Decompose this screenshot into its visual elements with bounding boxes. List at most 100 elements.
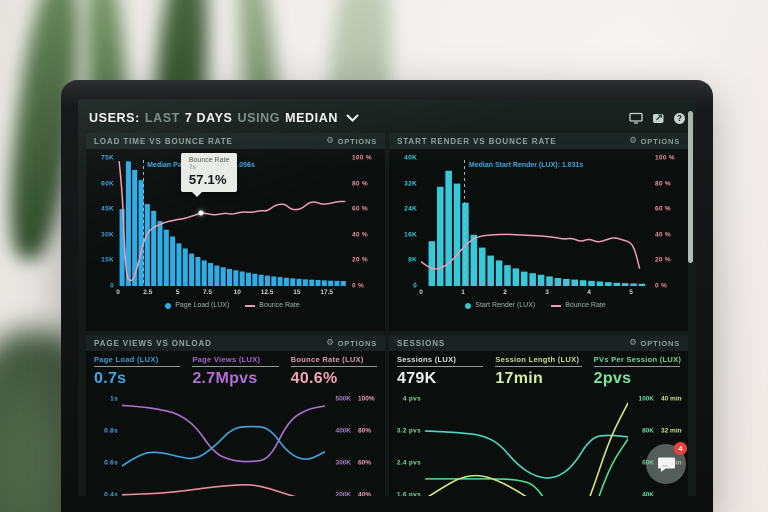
axis-tick: 500K 100% [335,395,375,403]
legend-dot-icon [165,302,172,309]
median-line [464,160,466,286]
metric-label: Session Length (LUX) [495,355,580,364]
y-axis-right: 500K 100% 400K 80% 300K 60% 200K 40% [325,393,381,497]
legend-dash-icon [245,304,256,307]
metric-underline [397,366,484,367]
combo-chart: 40K 32K 24K 16K 8K 0 Median Start Render (LUX… [389,149,688,331]
axis-tick: 40 % [655,231,672,239]
axis-tick: 12.5 [260,289,274,296]
axis-tick: 2.4 pvs [396,459,421,467]
median-annotation: Median Start Render (LUX): 1.031s [468,162,584,169]
metric-bounce-rate: Bounce Rate (LUX) 40.6% [290,355,377,391]
using-word: USING [237,111,281,125]
header-toolbar: ? [629,112,685,124]
panel-sessions: SESSIONS ⚙ OPTIONS Sessions (LUX) 479K [389,335,688,496]
metric-underline [94,366,181,367]
chat-bubble-icon [658,457,675,472]
axis-tick: 7.5 [202,289,212,296]
axis-tick: 0 [413,282,417,290]
lines-chart: 1s 0.8s 0.6s 0.4s 500K 100% 400K 80% 300K 60% 200… [86,391,385,496]
options-button[interactable]: ⚙ OPTIONS [326,339,377,348]
panel-header: PAGE VIEWS VS ONLOAD ⚙ OPTIONS [86,335,385,351]
scrollbar-thumb[interactable] [688,111,693,263]
legend-dash-icon [551,304,562,307]
legend-item-line[interactable]: Bounce Rate [245,302,300,309]
axis-tick: 40K [404,154,417,162]
axis-tick: 30K [101,231,114,239]
axis-tick: 0.6s [104,459,118,467]
help-icon[interactable]: ? [674,112,685,124]
axis-tick: 40K [642,491,654,496]
panel-page-views: PAGE VIEWS VS ONLOAD ⚙ OPTIONS Page Load… [86,335,385,496]
axis-tick: 0.4s [104,491,118,496]
chat-widget-button[interactable]: 4 [646,442,687,484]
metric-value: 2pvs [593,370,632,387]
y-axis-left: 4 pvs 3.2 pvs 2.4 pvs 1.6 pvs [395,393,425,497]
x-axis: 0 2.5 5 7.5 10 12.5 15 17.5 [116,286,347,298]
options-label: OPTIONS [640,136,680,146]
metric-underline [192,366,279,367]
options-button[interactable]: ⚙ OPTIONS [629,137,680,146]
data-point-marker [198,210,204,216]
metric-value: 40.6% [290,370,338,387]
range-word: LAST [144,111,180,125]
y-axis-left: 75K 60K 45K 30K 15K 0 [92,154,118,290]
metric-value: 479K [397,370,437,387]
axis-tick: 400K 80% [335,427,372,435]
panel-title: START RENDER VS BOUNCE RATE [397,136,557,146]
axis-tick: 40 % [352,231,369,239]
options-button[interactable]: ⚙ OPTIONS [629,339,680,348]
chart-plot-area[interactable] [425,393,628,496]
tooltip-x-value: 7s [188,163,196,171]
legend-dot-icon [465,302,472,309]
axis-tick: 300K 60% [335,459,372,467]
axis-tick: 15K [101,256,114,264]
gear-icon: ⚙ [629,135,638,146]
share-icon[interactable] [652,112,665,124]
axis-tick: 1 [461,289,465,296]
notification-badge: 4 [674,442,687,455]
chart-plot-area[interactable]: Median Start Render (LUX): 1.031s [421,158,650,286]
panel-header: LOAD TIME VS BOUNCE RATE ⚙ OPTIONS [86,133,385,149]
y-axis-right: 100 % 80 % 60 % 40 % 20 % 0 % [347,155,381,290]
metric-label: Bounce Rate (LUX) [290,355,364,364]
panel-title: PAGE VIEWS VS ONLOAD [94,338,212,348]
legend-item-line[interactable]: Bounce Rate [551,302,606,309]
metric-page-views: Page Views (LUX) 2.7Mpvs [192,355,279,391]
legend-item-bars[interactable]: Page Load (LUX) [165,302,229,309]
chart-plot-area[interactable] [122,393,325,496]
panel-title: SESSIONS [397,338,446,348]
axis-tick: 100 % [655,154,675,162]
axis-tick: 32K [404,180,417,188]
metric-pvs-per-session: PVs Per Session (LUX) 2pvs [593,355,681,391]
axis-tick: 0 [110,282,114,290]
metric-label: Page Views (LUX) [192,355,261,364]
y-axis-left: 1s 0.8s 0.6s 0.4s [92,393,122,497]
axis-tick: 2 [503,289,507,296]
chart-plot-area[interactable]: Median Page Load (LUX): 2.056s Bounce Ra… [118,152,347,286]
panel-start-render: START RENDER VS BOUNCE RATE ⚙ OPTIONS 40… [389,133,688,331]
metric-underline [593,366,680,367]
chart-legend: Start Render (LUX) Bounce Rate [421,298,650,313]
metric-value: MEDIAN [285,111,338,125]
chart-legend: Page Load (LUX) Bounce Rate [118,298,347,313]
display-icon[interactable] [629,112,643,124]
axis-tick: 75K [101,154,114,162]
axis-tick: 3.2 pvs [396,427,421,435]
legend-label: Bounce Rate [565,302,606,309]
options-label: OPTIONS [337,338,377,348]
y-axis-left: 40K 32K 24K 16K 8K 0 [395,154,421,290]
metric-label: Sessions (LUX) [397,355,457,364]
axis-tick: 4 pvs [402,395,421,403]
metric-value: 2.7Mpvs [192,370,258,387]
axis-tick: 5 [629,289,633,296]
axis-tick: 16K [404,231,417,239]
axis-tick: 60K [101,180,114,188]
metric-value: 0.7s [94,370,127,387]
metric-page-load: Page Load (LUX) 0.7s [94,355,181,391]
options-button[interactable]: ⚙ OPTIONS [326,137,377,146]
legend-item-bars[interactable]: Start Render (LUX) [465,302,535,309]
users-range-dropdown[interactable]: USERS: LAST 7 DAYS USING MEDIAN [89,111,359,125]
axis-tick: 60 % [352,205,369,213]
brand-label: USERS: [89,111,140,125]
